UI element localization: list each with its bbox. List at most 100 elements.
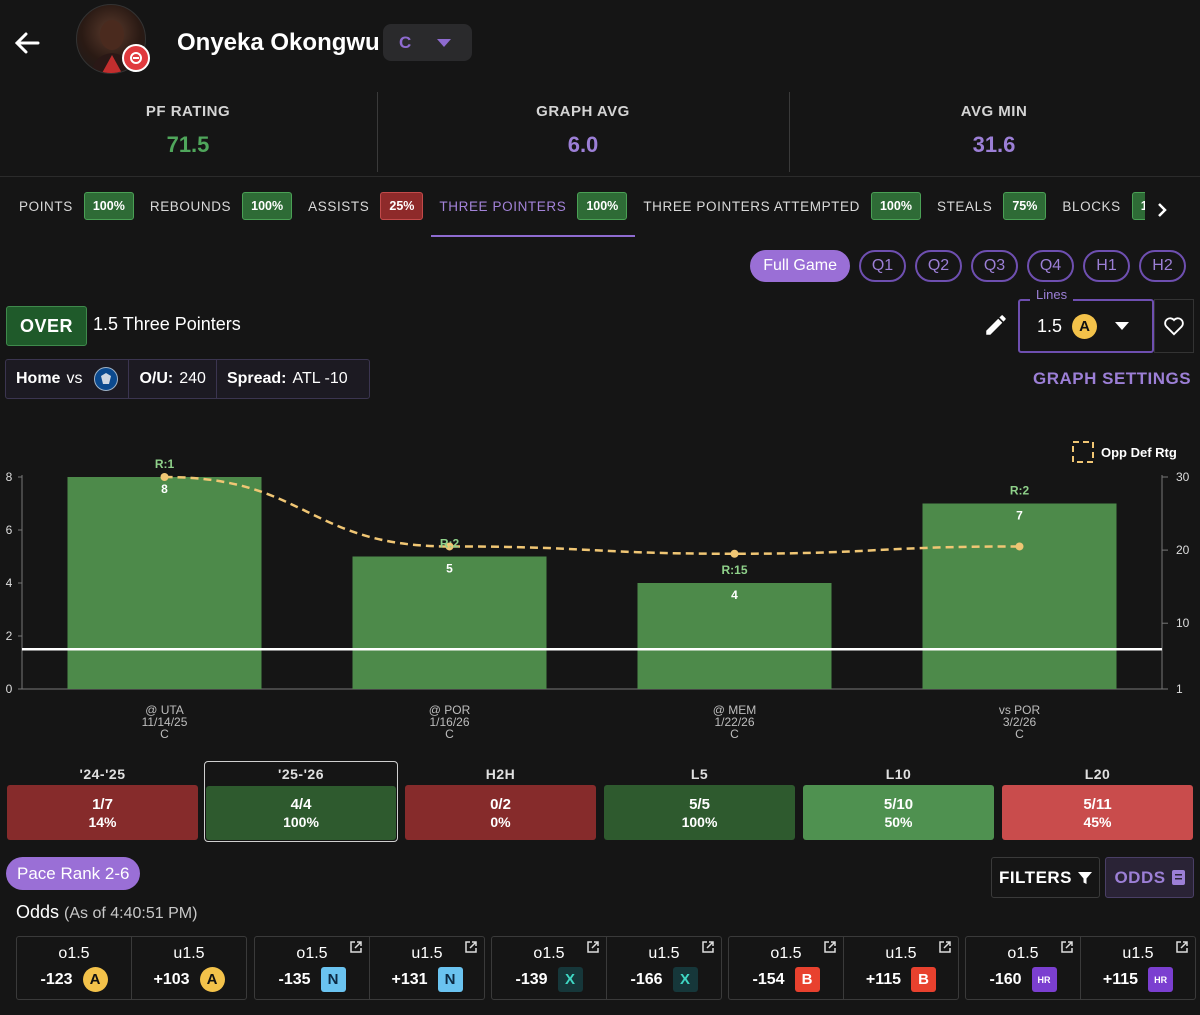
split-label: L20 xyxy=(1084,766,1111,782)
tab-rebounds[interactable]: REBOUNDS 100% xyxy=(150,190,293,222)
arrow-left-icon xyxy=(14,32,40,54)
pace-rank-filter[interactable]: Pace Rank 2-6 xyxy=(6,857,141,890)
pencil-icon xyxy=(986,315,1006,335)
x-tick-date: 1/22/26 xyxy=(714,715,754,729)
split-h2h[interactable]: H2H 0/2 0% xyxy=(405,763,596,840)
period-q1[interactable]: Q1 xyxy=(859,250,906,282)
split-box: 5/5 100% xyxy=(604,785,795,840)
period-q4[interactable]: Q4 xyxy=(1027,250,1074,282)
player-avatar xyxy=(76,4,146,74)
y-tick-label: 0 xyxy=(6,682,13,696)
y-tick-label: 4 xyxy=(6,576,13,590)
tab-steals[interactable]: STEALS 75% xyxy=(936,190,1047,222)
odds-price: -123 xyxy=(40,970,73,988)
stat-value: 31.6 xyxy=(972,132,1016,157)
odds-line: o1.5 xyxy=(58,945,90,962)
period-q2[interactable]: Q2 xyxy=(915,250,962,282)
opp-def-rtg-point xyxy=(730,549,739,558)
odds-over[interactable]: o1.5 -154 B xyxy=(729,937,843,999)
book-icon xyxy=(1171,870,1185,885)
odds-under[interactable]: u1.5 -166 X xyxy=(606,937,721,999)
opponent-logo-icon xyxy=(94,367,119,391)
bar xyxy=(922,503,1117,689)
book-a-icon: A xyxy=(82,967,108,992)
tab-three-pointers[interactable]: THREE POINTERS 100% xyxy=(431,190,636,237)
divider xyxy=(377,92,378,172)
tab-label: STEALS xyxy=(936,198,993,214)
favorite-button[interactable] xyxy=(1154,299,1194,353)
split-pct: 100% xyxy=(681,813,718,830)
y-tick-label: 2 xyxy=(6,629,13,643)
split-box: 0/2 0% xyxy=(405,785,596,840)
x-tick-label: @ MEM xyxy=(713,703,757,717)
split-record: 5/11 xyxy=(1083,795,1112,813)
odds-over[interactable]: o1.5 -139 X xyxy=(492,937,606,999)
period-q3[interactable]: Q3 xyxy=(971,250,1018,282)
tab-blocks[interactable]: BLOCKS 100% xyxy=(1062,190,1145,222)
tab-three-pointers-attempted[interactable]: THREE POINTERS ATTEMPTED 100% xyxy=(643,190,921,222)
tab-label: POINTS xyxy=(19,198,73,214)
odds-heading: Odds (As of 4:40:51 PM) xyxy=(16,902,197,923)
odds-under[interactable]: u1.5 +103 A xyxy=(131,937,246,999)
x-tick-label: @ UTA xyxy=(145,703,184,717)
divider xyxy=(789,92,790,172)
split-pct: 100% xyxy=(283,814,319,830)
odds-over[interactable]: o1.5 -160 HR xyxy=(966,937,1080,999)
x-tick-date: 11/14/25 xyxy=(142,715,188,729)
stat-value: 6.0 xyxy=(567,132,599,157)
split-box: 5/11 45% xyxy=(1002,785,1193,840)
odds-under[interactable]: u1.5 +131 N xyxy=(369,937,484,999)
book-b-icon: B xyxy=(911,967,937,992)
split-l10[interactable]: L10 5/10 50% xyxy=(803,763,994,840)
split-l20[interactable]: L20 5/11 45% xyxy=(1002,763,1193,840)
chevron-down-icon xyxy=(437,38,452,47)
tab-hit-rate: 100% xyxy=(870,192,921,220)
odds-over[interactable]: o1.5 -135 N xyxy=(255,937,369,999)
split-25-26[interactable]: '25-'26 4/4 100% xyxy=(204,761,398,842)
edit-line-button[interactable] xyxy=(983,312,1009,338)
period-h2[interactable]: H2 xyxy=(1139,250,1186,282)
split-pct: 0% xyxy=(490,813,511,830)
stat-pf-rating: PF RATING 71.5 xyxy=(0,103,376,158)
over-under-toggle[interactable]: OVER xyxy=(6,306,87,346)
odds-price: -154 xyxy=(752,970,785,988)
tab-points[interactable]: POINTS 100% xyxy=(19,190,134,222)
split-record: 5/5 xyxy=(689,795,710,813)
period-h1[interactable]: H1 xyxy=(1083,250,1130,282)
tab-assists[interactable]: ASSISTS 25% xyxy=(308,190,424,222)
odds-over[interactable]: o1.5 -123 A xyxy=(17,937,131,999)
split-label: '24-'25 xyxy=(79,766,126,782)
split-l5[interactable]: L5 5/5 100% xyxy=(604,763,795,840)
odds-line: u1.5 xyxy=(411,945,443,962)
back-button[interactable] xyxy=(10,26,44,60)
split-pct: 50% xyxy=(884,813,913,830)
x-tick-date: 1/16/26 xyxy=(429,715,469,729)
split-record: 5/10 xyxy=(883,795,914,813)
position-select[interactable]: C xyxy=(383,24,472,61)
tab-hit-rate: 75% xyxy=(1003,192,1047,220)
secondary-tick-label: 30 xyxy=(1176,470,1190,484)
odds-button[interactable]: ODDS xyxy=(1105,857,1194,898)
x-tick-date: 3/2/26 xyxy=(1003,715,1037,729)
legend-swatch xyxy=(1072,441,1094,463)
period-full-game[interactable]: Full Game xyxy=(750,250,850,282)
odds-line: u1.5 xyxy=(173,945,205,962)
x-tick-position: C xyxy=(445,727,454,741)
bar xyxy=(637,583,832,689)
lines-select[interactable]: 1.5 A xyxy=(1018,299,1154,353)
split-24-25[interactable]: '24-'25 1/7 14% xyxy=(7,763,198,840)
tabs-next-button[interactable] xyxy=(1150,198,1174,222)
graph-settings-button[interactable]: GRAPH SETTINGS xyxy=(1033,369,1192,388)
split-label: L10 xyxy=(885,766,912,782)
rank-label: R:15 xyxy=(721,563,747,577)
odds-under[interactable]: u1.5 +115 B xyxy=(843,937,958,999)
team-logo-icon xyxy=(122,44,150,72)
odds-timestamp: (As of 4:40:51 PM) xyxy=(64,905,198,922)
book-hr-icon: HR xyxy=(1031,967,1057,992)
tab-hit-rate: 100% xyxy=(83,192,134,220)
split-pct: 45% xyxy=(1083,813,1112,830)
split-record: 0/2 xyxy=(490,795,511,813)
filters-button[interactable]: FILTERS xyxy=(991,857,1100,898)
tab-label: THREE POINTERS ATTEMPTED xyxy=(643,198,860,214)
odds-under[interactable]: u1.5 +115 HR xyxy=(1080,937,1195,999)
